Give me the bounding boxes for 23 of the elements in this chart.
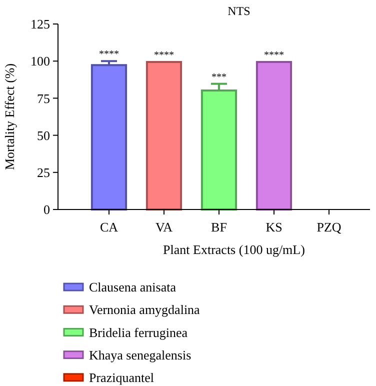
- legend-label: Praziquantel: [89, 370, 154, 385]
- y-tick-label: 25: [37, 164, 50, 180]
- x-tick-label: PZQ: [316, 220, 342, 234]
- annotation: ****: [264, 50, 284, 61]
- y-tick-label: 0: [44, 202, 50, 218]
- y-tick-label: 125: [30, 16, 50, 32]
- y-tick-label: 100: [30, 54, 50, 69]
- legend-label: Clausena anisata: [89, 280, 176, 295]
- x-tick-label: VA: [155, 220, 174, 234]
- annotation: ***: [212, 72, 226, 83]
- chart-title: NTS: [228, 4, 250, 18]
- legend-label: Khaya senegalensis: [89, 347, 192, 362]
- x-axis-title: Plant Extracts (100 ug/mL): [163, 242, 305, 257]
- y-tick-label: 50: [37, 128, 50, 143]
- x-tick-label: BF: [211, 220, 227, 234]
- y-axis-title: Mortality Effect (%): [2, 63, 17, 170]
- legend-label: Bridelia ferruginea: [89, 324, 188, 340]
- annotation: ****: [99, 49, 119, 60]
- x-tick-label: CA: [100, 220, 119, 234]
- legend-label: Vernonia amygdalina: [89, 302, 200, 318]
- y-tick-label: 75: [37, 90, 50, 106]
- annotation: ****: [154, 50, 174, 61]
- x-tick-label: KS: [266, 220, 282, 234]
